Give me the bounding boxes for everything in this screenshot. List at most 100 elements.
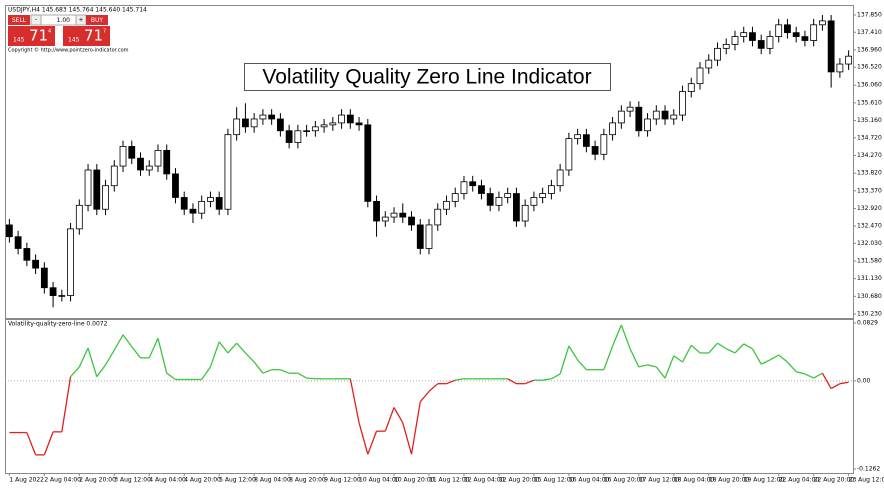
candle-body (679, 91, 686, 116)
indicator-title: Volatility-quality-zero-line 0.0072 (8, 321, 108, 328)
indicator-segment (821, 372, 832, 389)
candle-body (810, 24, 818, 41)
indicator-segment (428, 383, 439, 392)
indicator-segment (455, 378, 465, 381)
candle-body (469, 181, 477, 187)
indicator-segment (507, 378, 517, 385)
candle-body (582, 134, 590, 147)
y-tick-label: -0.1262 (857, 466, 880, 473)
candle-body (49, 287, 57, 296)
y-tick-label: 131.130 (857, 275, 882, 282)
y-tick-label: 130.680 (857, 293, 882, 300)
x-tick-label: 10 Aug 04:00 (359, 477, 400, 484)
indicator-segment (760, 359, 771, 365)
sell-button[interactable] (8, 15, 30, 25)
y-tick-label: 132.030 (857, 240, 882, 247)
y-tick-label: 134.270 (857, 152, 882, 159)
candle-body (408, 216, 415, 226)
buy-quote[interactable] (63, 26, 110, 46)
candle-body (513, 193, 520, 222)
indicator-segment (813, 372, 823, 379)
indicator-segment (568, 345, 579, 361)
buy-button[interactable] (86, 15, 108, 25)
x-tick-label: 17 Aug 12:00 (639, 477, 680, 484)
x-tick-label: 8 Aug 20:00 (289, 477, 326, 484)
x-tick-label: 22 Aug 20:00 (814, 477, 855, 484)
indicator-segment (725, 348, 736, 354)
candle-body (451, 193, 459, 202)
candle-body (617, 110, 625, 124)
minus-label: - (35, 17, 37, 24)
y-tick-label: 134.720 (857, 134, 882, 141)
y-tick-label: 135.610 (857, 99, 882, 106)
indicator-segment (603, 345, 614, 370)
indicator-segment (349, 378, 360, 423)
indicator-segment (253, 361, 264, 374)
candle-body (250, 118, 258, 128)
candle-body (757, 40, 765, 49)
candle-body (294, 130, 302, 143)
candle-body (644, 118, 651, 132)
x-tick-label: 15 Aug 12:00 (534, 477, 575, 484)
candle-body (845, 55, 853, 65)
candle-body (714, 47, 721, 61)
candle-body (346, 114, 354, 124)
candle-body (215, 197, 223, 210)
candle-body (128, 146, 136, 159)
y-tick-label: 133.370 (857, 187, 882, 194)
indicator-segment (419, 390, 430, 403)
candle-body (381, 216, 389, 222)
y-tick-label: 137.410 (857, 29, 882, 36)
indicator-segment (43, 431, 54, 456)
indicator-segment (131, 346, 142, 359)
indicator-segment (769, 354, 780, 361)
candle-body (145, 165, 153, 171)
candle-body (609, 122, 616, 136)
candle-body (93, 169, 101, 210)
sell-quote-big: 145 (13, 37, 25, 44)
indicator-segment (559, 345, 570, 375)
indicator-segment (620, 324, 631, 349)
candle-body (574, 134, 582, 140)
candle-body (827, 20, 835, 73)
y-tick-label: 131.580 (857, 258, 882, 265)
candle-body (364, 124, 372, 202)
sell-quote-frac: 4 (48, 29, 51, 35)
candle-body (670, 114, 678, 120)
candle-body (259, 114, 267, 120)
candle-body (740, 32, 748, 37)
indicator-segment (804, 373, 814, 379)
indicator-segment (148, 338, 159, 359)
chart-title: Volatility Quality Zero Line Indicator (262, 66, 591, 89)
sell-quote[interactable] (8, 26, 55, 46)
candle-body (110, 165, 118, 187)
indicator-segment (70, 366, 80, 378)
buy-quote-frac: 7 (103, 29, 106, 35)
indicator-segment (577, 359, 587, 371)
indicator-segment (839, 381, 849, 385)
indicator-segment (673, 355, 683, 363)
x-tick-label: 8 Aug 04:00 (254, 477, 291, 484)
candle-body (224, 134, 232, 210)
candle-body (661, 110, 669, 120)
candle-body (40, 267, 48, 289)
x-tick-label: 18 Aug 20:00 (709, 477, 750, 484)
candle-body (268, 114, 276, 120)
x-tick-label: 4 Aug 04:00 (149, 477, 186, 484)
x-tick-label: 23 Aug 12:00 (849, 477, 884, 484)
indicator-segment (786, 361, 797, 373)
x-tick-label: 2 Aug 20:00 (79, 477, 116, 484)
candle-body (242, 118, 249, 128)
candle-body (416, 224, 424, 249)
candle-body (303, 130, 311, 132)
candle-body (819, 20, 826, 26)
candle-body (801, 36, 809, 41)
x-tick-label: 18 Aug 04:00 (674, 477, 715, 484)
candle-body (75, 204, 83, 230)
candle-body (521, 204, 529, 222)
candle-body (722, 44, 730, 49)
indicator-segment (61, 376, 72, 432)
y-tick-label: 135.160 (857, 117, 882, 124)
y-tick-label: 130.230 (857, 311, 882, 318)
